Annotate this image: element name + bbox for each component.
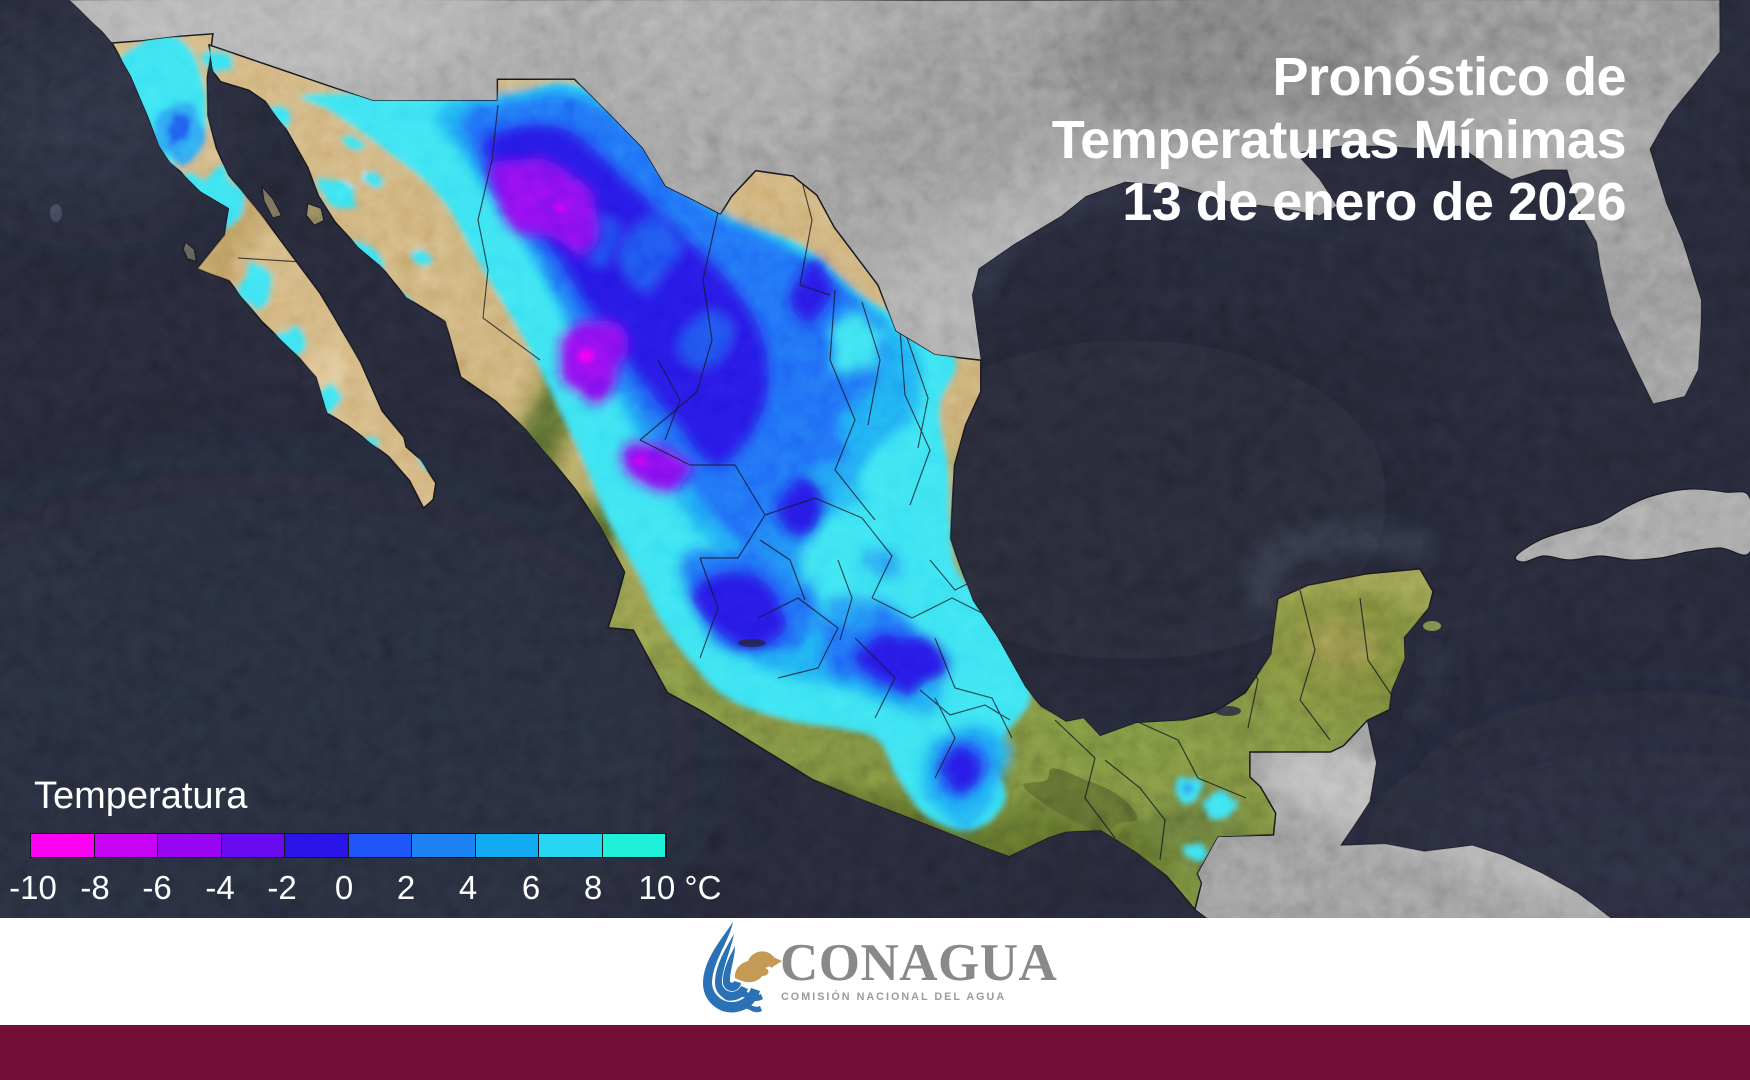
svg-text:CONAGUA: CONAGUA: [780, 934, 1057, 992]
svg-text:COMISIÓN NACIONAL DEL AGUA: COMISIÓN NACIONAL DEL AGUA: [781, 990, 1006, 1003]
